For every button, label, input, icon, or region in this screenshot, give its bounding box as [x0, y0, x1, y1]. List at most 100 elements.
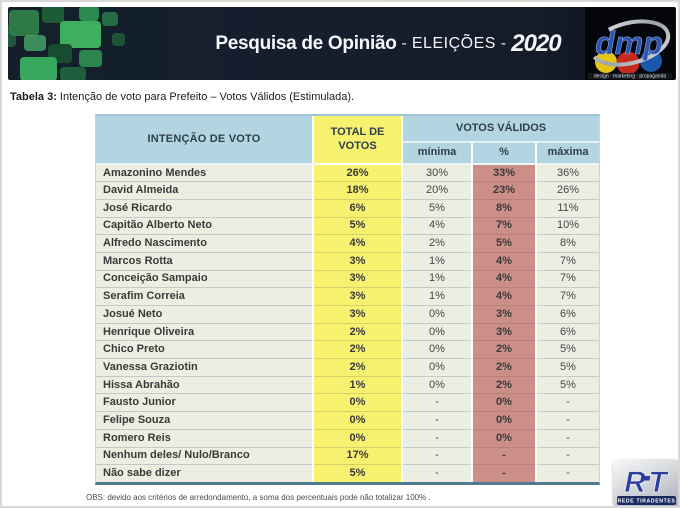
- rt-logo-dash: [640, 476, 651, 481]
- table-row: Capitão Alberto Neto 5% 4% 7% 10%: [96, 217, 599, 236]
- col-header-total: TOTAL DE VOTOS: [312, 116, 403, 165]
- total-votes-cell: 4%: [312, 234, 403, 253]
- total-votes-cell: 6%: [312, 199, 403, 218]
- caption-text: Intenção de voto para Prefeito – Votos V…: [56, 91, 355, 103]
- min-value-cell: -: [402, 447, 472, 466]
- total-votes-cell: 3%: [312, 270, 403, 289]
- table-body: Amazonino Mendes 26% 30% 33% 36% David Almeid…: [96, 164, 599, 483]
- total-votes-cell: 17%: [312, 447, 403, 466]
- max-value-cell: 6%: [536, 305, 599, 324]
- min-value-cell: -: [402, 411, 472, 430]
- max-value-cell: 5%: [536, 340, 599, 360]
- min-value-cell: 1%: [402, 287, 472, 306]
- table-row: Serafim Correia 3% 1% 4% 7%: [96, 287, 599, 306]
- min-value-cell: 5%: [402, 199, 472, 218]
- min-value-cell: 1%: [402, 270, 472, 289]
- min-value-cell: 20%: [402, 181, 472, 200]
- table-row: José Ricardo 6% 5% 8% 11%: [96, 199, 599, 218]
- max-value-cell: 26%: [536, 181, 599, 200]
- min-value-cell: 0%: [402, 340, 472, 360]
- pct-value-cell: 7%: [471, 217, 537, 236]
- candidate-name-cell: Alfredo Nascimento: [96, 234, 313, 253]
- max-value-cell: -: [536, 393, 599, 413]
- pct-value-cell: 23%: [471, 181, 537, 200]
- max-value-cell: 10%: [536, 217, 599, 236]
- candidate-name-cell: Marcos Rotta: [96, 252, 313, 271]
- pct-value-cell: 4%: [471, 287, 537, 306]
- candidate-name-cell: Romero Reis: [96, 429, 313, 448]
- col-header-total-line1: TOTAL DE: [330, 125, 385, 138]
- pct-value-cell: 33%: [471, 164, 537, 183]
- pct-value-cell: 3%: [471, 323, 537, 342]
- total-votes-cell: 5%: [312, 217, 403, 236]
- max-value-cell: -: [536, 464, 599, 483]
- pct-value-cell: 0%: [471, 393, 537, 413]
- table-row: Nenhum deles/ Nulo/Branco 17% - - -: [96, 447, 599, 466]
- dmp-logo-graphic: dmp design · marketing · propaganda: [588, 19, 672, 80]
- pct-value-cell: -: [471, 447, 537, 466]
- total-votes-cell: 0%: [312, 429, 403, 448]
- candidate-name-cell: David Almeida: [96, 181, 313, 200]
- table-row: Não sabe dizer 5% - - -: [96, 464, 599, 483]
- title-year: 2020: [511, 29, 561, 57]
- col-header-valid-votes: VOTOS VÁLIDOS: [402, 116, 599, 143]
- min-value-cell: 0%: [402, 376, 472, 395]
- total-votes-cell: 3%: [312, 287, 403, 306]
- candidate-name-cell: Conceição Sampaio: [96, 270, 313, 289]
- table-row: Henrique Oliveira 2% 0% 3% 6%: [96, 323, 599, 342]
- table-row: Alfredo Nascimento 4% 2% 5% 8%: [96, 234, 599, 253]
- total-votes-cell: 0%: [312, 393, 403, 413]
- pct-value-cell: 3%: [471, 305, 537, 324]
- pct-value-cell: 2%: [471, 340, 537, 360]
- candidate-name-cell: Felipe Souza: [96, 411, 313, 430]
- total-votes-cell: 3%: [312, 252, 403, 271]
- candidate-name-cell: Serafim Correia: [96, 287, 313, 306]
- min-value-cell: 30%: [402, 164, 472, 183]
- candidate-name-cell: Vanessa Graziotin: [96, 358, 313, 377]
- title-separator: -: [401, 34, 407, 52]
- total-votes-cell: 1%: [312, 376, 403, 395]
- candidate-name-cell: Capitão Alberto Neto: [96, 217, 313, 236]
- col-header-intention: INTENÇÃO DE VOTO: [96, 116, 313, 165]
- max-value-cell: 36%: [536, 164, 599, 183]
- dmp-logo: dmp design · marketing · propaganda: [585, 7, 675, 80]
- max-value-cell: 5%: [536, 376, 599, 395]
- table-row: Romero Reis 0% -0% -: [96, 429, 599, 448]
- total-votes-cell: 5%: [312, 464, 403, 483]
- candidate-name-cell: José Ricardo: [96, 199, 313, 218]
- max-value-cell: -: [536, 429, 599, 448]
- candidate-name-cell: Josué Neto: [96, 305, 313, 324]
- min-value-cell: 0%: [402, 323, 472, 342]
- dmp-blue-circle: [640, 50, 662, 72]
- table-row: Felipe Souza 0% -0% -: [96, 411, 599, 430]
- candidate-name-cell: Chico Preto: [96, 340, 313, 360]
- pct-value-cell: 8%: [471, 199, 537, 218]
- table-caption: Tabela 3: Intenção de voto para Prefeito…: [10, 91, 354, 103]
- pct-value-cell: 0%: [471, 411, 537, 430]
- dmp-tagline: design · marketing · propaganda: [594, 74, 666, 80]
- candidate-name-cell: Henrique Oliveira: [96, 323, 313, 342]
- max-value-cell: 6%: [536, 323, 599, 342]
- candidate-name-cell: Amazonino Mendes: [96, 164, 313, 183]
- caption-label: Tabela 3:: [10, 91, 57, 103]
- min-value-cell: -: [402, 393, 472, 413]
- rounding-note: OBS: devido aos critérios de arredondame…: [86, 493, 431, 502]
- max-value-cell: -: [536, 411, 599, 430]
- total-votes-cell: 2%: [312, 340, 403, 360]
- max-value-cell: 8%: [536, 234, 599, 253]
- rede-tiradentes-logo: RT REDE TIRADENTES: [613, 459, 678, 506]
- rt-logo-subtext: REDE TIRADENTES: [618, 499, 676, 505]
- poll-table: INTENÇÃO DE VOTO TOTAL DE VOTOS VOTOS VÁ…: [95, 114, 600, 486]
- green-squares-decoration: [8, 7, 188, 80]
- pct-value-cell: 0%: [471, 429, 537, 448]
- pct-value-cell: 5%: [471, 234, 537, 253]
- title-elections: ELEIÇÕES: [411, 34, 496, 52]
- table-row: Hissa Abrahão 1% 0% 2% 5%: [96, 376, 599, 395]
- table-row: Marcos Rotta 3% 1% 4% 7%: [96, 252, 599, 271]
- pct-value-cell: 4%: [471, 270, 537, 289]
- pct-value-cell: 2%: [471, 358, 537, 377]
- max-value-cell: 5%: [536, 358, 599, 377]
- table-row: Vanessa Graziotin 2% 0% 2% 5%: [96, 358, 599, 377]
- total-votes-cell: 0%: [312, 411, 403, 430]
- dmp-logo-text: dmp: [595, 25, 663, 61]
